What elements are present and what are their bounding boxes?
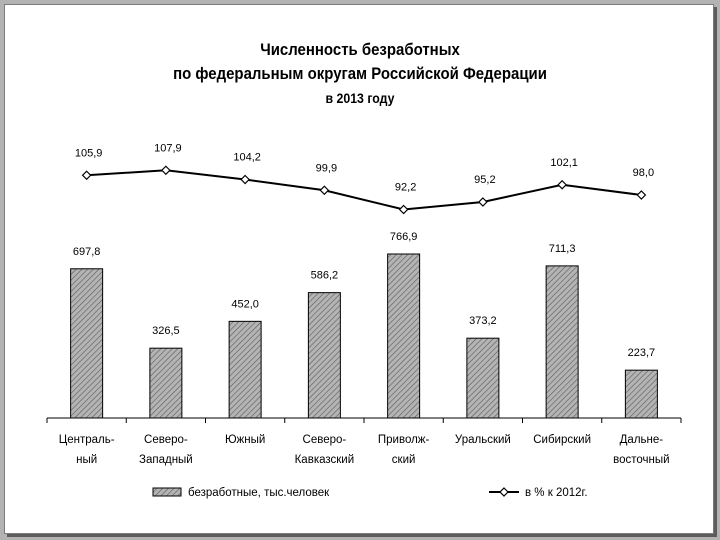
category-label-2-0: Южный bbox=[225, 434, 265, 446]
bar-2 bbox=[228, 320, 262, 419]
category-label-7-0: Дальне- bbox=[620, 434, 664, 446]
legend-bar-swatch bbox=[152, 487, 182, 497]
category-label-3-1: Кавказский bbox=[295, 454, 355, 466]
chart-title-line-1: Численность безработных bbox=[260, 40, 460, 59]
percent-label-1: 107,9 bbox=[154, 142, 182, 154]
bar-label-1: 326,5 bbox=[152, 325, 180, 337]
bar-label-2: 452,0 bbox=[231, 298, 259, 310]
category-label-4-1: ский bbox=[392, 454, 416, 466]
percent-line bbox=[86, 169, 642, 211]
category-label-0-0: Централь- bbox=[59, 434, 115, 446]
bar-label-5: 373,2 bbox=[469, 315, 497, 327]
category-label-1-1: Западный bbox=[139, 454, 193, 466]
percent-marker-3 bbox=[319, 185, 330, 196]
legend-line-label: в % к 2012г. bbox=[525, 487, 588, 499]
percent-marker-7 bbox=[636, 190, 647, 200]
bar-3 bbox=[307, 292, 341, 419]
chart-frame bbox=[4, 4, 714, 534]
bar-label-4: 766,9 bbox=[390, 231, 418, 243]
category-label-7-1: восточный bbox=[613, 454, 669, 466]
bar-0 bbox=[70, 268, 104, 419]
chart-title-line-3: в 2013 году bbox=[325, 90, 395, 106]
bar-label-0: 697,8 bbox=[73, 246, 101, 258]
bar-5 bbox=[466, 337, 500, 419]
percent-label-6: 102,1 bbox=[550, 157, 578, 169]
category-label-4-0: Приволж- bbox=[378, 434, 430, 446]
bar-1 bbox=[149, 347, 183, 419]
percent-label-4: 92,2 bbox=[395, 182, 416, 194]
category-label-3-0: Северо- bbox=[303, 434, 347, 446]
bar-label-3: 586,2 bbox=[311, 270, 339, 282]
percent-marker-0 bbox=[81, 170, 92, 181]
bar-4 bbox=[387, 253, 421, 419]
percent-marker-2 bbox=[240, 174, 250, 185]
legend-line-marker bbox=[499, 487, 509, 497]
percent-label-0: 105,9 bbox=[75, 147, 103, 159]
bar-7 bbox=[624, 369, 658, 419]
legend-bar-label: безработные, тыс.человек bbox=[188, 487, 330, 499]
percent-label-2: 104,2 bbox=[233, 152, 261, 164]
bar-6 bbox=[545, 265, 579, 419]
category-label-0-1: ный bbox=[76, 454, 97, 466]
category-label-1-0: Северо- bbox=[144, 434, 188, 446]
percent-marker-6 bbox=[557, 179, 567, 190]
category-label-6-0: Сибирский bbox=[533, 434, 591, 446]
chart-title-line-2: по федеральным округам Российской Федера… bbox=[173, 64, 547, 83]
category-label-5-0: Уральский bbox=[455, 434, 511, 446]
percent-marker-4 bbox=[398, 204, 409, 215]
percent-marker-5 bbox=[478, 197, 488, 207]
percent-label-7: 98,0 bbox=[633, 167, 654, 179]
percent-marker-1 bbox=[161, 165, 171, 176]
percent-label-5: 95,2 bbox=[474, 174, 495, 186]
percent-label-3: 99,9 bbox=[316, 162, 337, 174]
bar-label-6: 711,3 bbox=[549, 243, 576, 255]
bar-label-7: 223,7 bbox=[628, 347, 656, 359]
